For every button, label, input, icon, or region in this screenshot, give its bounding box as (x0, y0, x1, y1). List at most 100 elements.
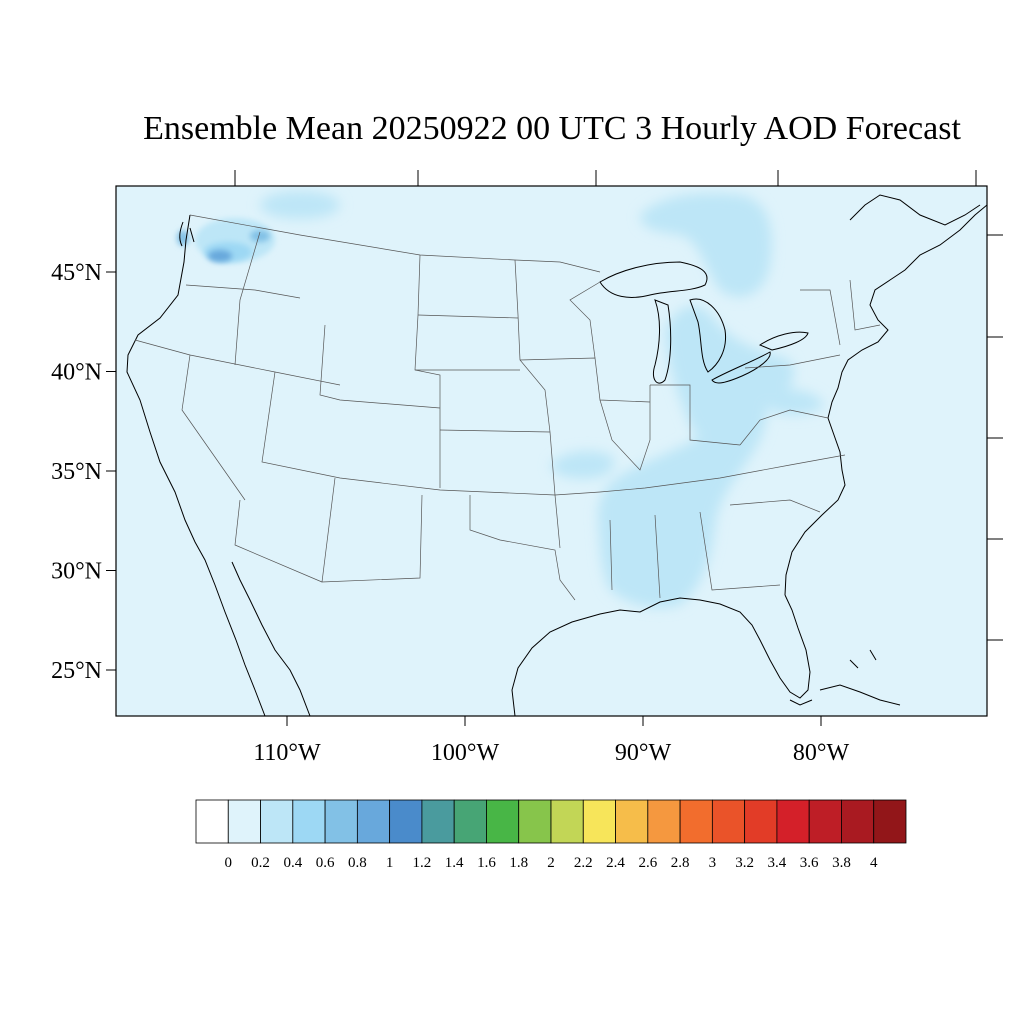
great-lakes-michigan (652, 299, 672, 384)
colorbar-swatch (292, 799, 326, 844)
state-line-15 (519, 357, 651, 403)
colorbar-label: 2.4 (606, 855, 625, 871)
us-canada-border (189, 214, 601, 273)
colorbar-label: 1.8 (509, 855, 528, 871)
colorbar-swatch (195, 799, 229, 844)
lon-tick-label: 80°W (793, 740, 850, 766)
colorbar-swatch (227, 799, 261, 844)
colorbar-swatch (582, 799, 616, 844)
latitude-axis: 45°N 40°N 35°N 30°N 25°N (51, 260, 116, 684)
colorbar-label: 3.8 (832, 855, 851, 871)
puget-sound (179, 221, 195, 247)
coastlines (126, 194, 987, 716)
colorbar-label: 2.8 (671, 855, 690, 871)
state-line-5 (234, 231, 261, 366)
state-line-6 (319, 324, 441, 409)
aod-shading (550, 193, 825, 608)
lon-tick-label: 110°W (253, 740, 321, 766)
colorbar-swatch (711, 799, 746, 844)
colorbar-swatch (873, 799, 907, 844)
state-line-12 (234, 499, 323, 583)
aod-smoke-plume (177, 191, 340, 262)
state-line-1 (185, 284, 301, 299)
lat-tick-label: 45°N (51, 260, 102, 286)
pacific-coastline (126, 214, 266, 716)
state-line-20 (609, 511, 781, 599)
lat-tick-label: 30°N (51, 559, 102, 585)
colorbar-label: 2.6 (638, 855, 657, 871)
lat-tick-label: 40°N (51, 360, 102, 386)
state-line-3 (181, 354, 246, 501)
colorbar-swatch (808, 799, 842, 844)
colorbar-label: 1.6 (477, 855, 496, 871)
state-line-17 (599, 385, 651, 471)
state-line-4 (261, 371, 601, 496)
florida-keys (789, 699, 813, 706)
colorbar-swatch (679, 799, 713, 844)
colorbar-label: 1 (386, 855, 394, 871)
colorbar-swatch (260, 799, 294, 844)
state-line-2 (134, 339, 341, 386)
top-axis-ticks (234, 170, 977, 186)
colorbar-label: 3 (709, 855, 717, 871)
aod-region-arkansas (550, 451, 615, 479)
state-line-11 (321, 477, 423, 583)
great-lakes-huron (689, 298, 727, 373)
colorbar-swatch (647, 799, 681, 844)
state-line-16 (569, 281, 601, 359)
cuba-bahamas (819, 649, 901, 706)
state-line-22 (739, 409, 829, 446)
colorbar-label: 3.6 (800, 855, 819, 871)
great-lakes-superior (599, 261, 708, 298)
colorbar-labels: 0 0.2 0.4 0.6 0.8 1 1.2 1.4 1.6 1.8 2 2.2 2.4 2.6 2.8 3… (225, 855, 878, 871)
colorbar-label: 3.4 (768, 855, 787, 871)
aod-region-lake-superior (640, 193, 772, 297)
great-lakes-erie (711, 351, 771, 384)
colorbar-swatch (550, 799, 584, 844)
canada-east-coast (849, 194, 981, 226)
map-content (126, 191, 987, 716)
colorbar-swatch (615, 799, 649, 844)
state-line-13 (469, 495, 576, 601)
colorbar-swatch (389, 799, 423, 844)
right-axis-ticks (987, 234, 1003, 641)
colorbar-swatch (356, 799, 391, 844)
colorbar-label: 1.4 (445, 855, 464, 871)
state-line-24 (800, 279, 881, 346)
colorbar-swatch (486, 799, 520, 844)
atlantic-coastline (784, 204, 987, 596)
colorbar-swatch (453, 799, 487, 844)
great-lakes-ontario (758, 331, 809, 351)
aod-region-ohio-michigan (665, 306, 794, 445)
colorbar-label: 0.8 (348, 855, 367, 871)
state-line-14 (554, 494, 561, 549)
state-line-23 (744, 354, 841, 369)
baja-gulf-coast (231, 561, 311, 716)
colorbar-label: 0.6 (316, 855, 335, 871)
state-line-21 (729, 499, 821, 513)
colorbar-swatch (518, 799, 552, 844)
state-line-9 (415, 314, 520, 371)
lat-tick-label: 35°N (51, 459, 102, 485)
colorbar-label: 1.2 (413, 855, 432, 871)
lon-tick-label: 90°W (615, 740, 672, 766)
lon-tick-label: 100°W (431, 740, 500, 766)
colorbar-label: 0.2 (251, 855, 270, 871)
map-title: Ensemble Mean 20250922 00 UTC 3 Hourly A… (143, 110, 961, 147)
map-frame (115, 185, 988, 717)
longitude-axis: 110°W 100°W 90°W 80°W (253, 716, 849, 766)
colorbar-swatch (744, 799, 778, 844)
colorbar-label: 3.2 (735, 855, 754, 871)
state-line-18 (650, 384, 741, 446)
gulf-coastline (511, 594, 811, 716)
lat-tick-label: 25°N (51, 658, 102, 684)
colorbar (195, 799, 907, 844)
colorbar-label: 2 (547, 855, 555, 871)
state-boundaries (134, 214, 881, 601)
state-line-19 (599, 454, 846, 493)
state-line-8 (514, 259, 556, 496)
colorbar-label: 0.4 (283, 855, 302, 871)
aod-region-east-coast (770, 389, 825, 415)
state-line-10 (439, 429, 551, 433)
